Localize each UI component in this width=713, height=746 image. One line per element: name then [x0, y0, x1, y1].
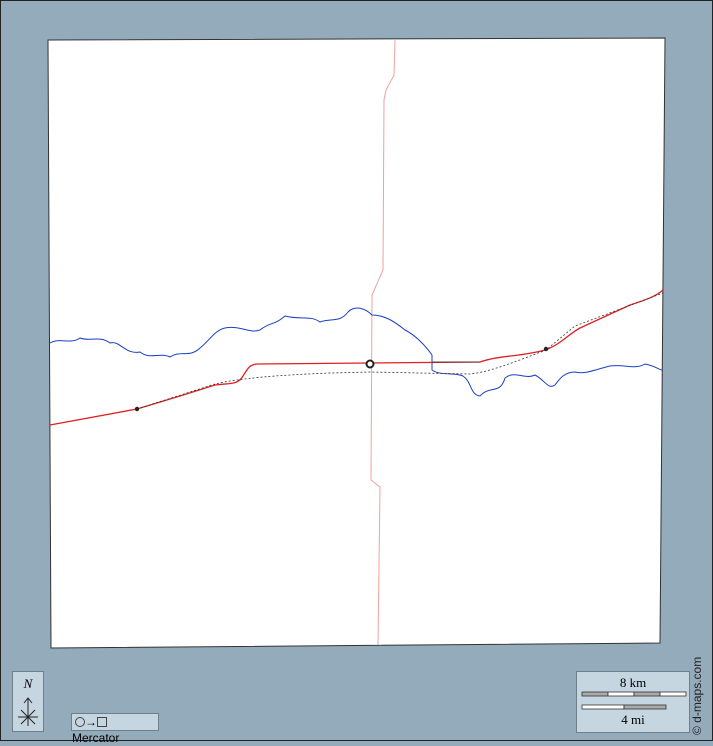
- river-west: [49, 307, 663, 397]
- projection-label: Mercator: [72, 731, 120, 745]
- scale-bars: [581, 691, 687, 710]
- compass-rose-icon: [18, 697, 38, 726]
- square-glyph: [97, 717, 107, 727]
- scale-mi-label: 4 mi: [621, 712, 645, 727]
- land-area: [47, 37, 666, 649]
- minor-road: [370, 39, 396, 646]
- scale-bar-panel: 8 km 4 mi: [576, 671, 690, 733]
- city-marker: [365, 359, 375, 369]
- town-marker: [543, 346, 549, 352]
- scale-km-label: 8 km: [619, 675, 647, 690]
- credit-text: © d-maps.com: [690, 656, 704, 735]
- arrow-glyph: →: [85, 715, 97, 729]
- north-label: N: [23, 676, 33, 691]
- projection-panel: → Mercator: [71, 713, 159, 745]
- town-marker: [134, 406, 140, 412]
- main-road: [49, 289, 664, 426]
- circle-to-square-icon: [75, 717, 85, 727]
- railway: [136, 292, 664, 410]
- north-arrow-panel: N: [12, 671, 44, 732]
